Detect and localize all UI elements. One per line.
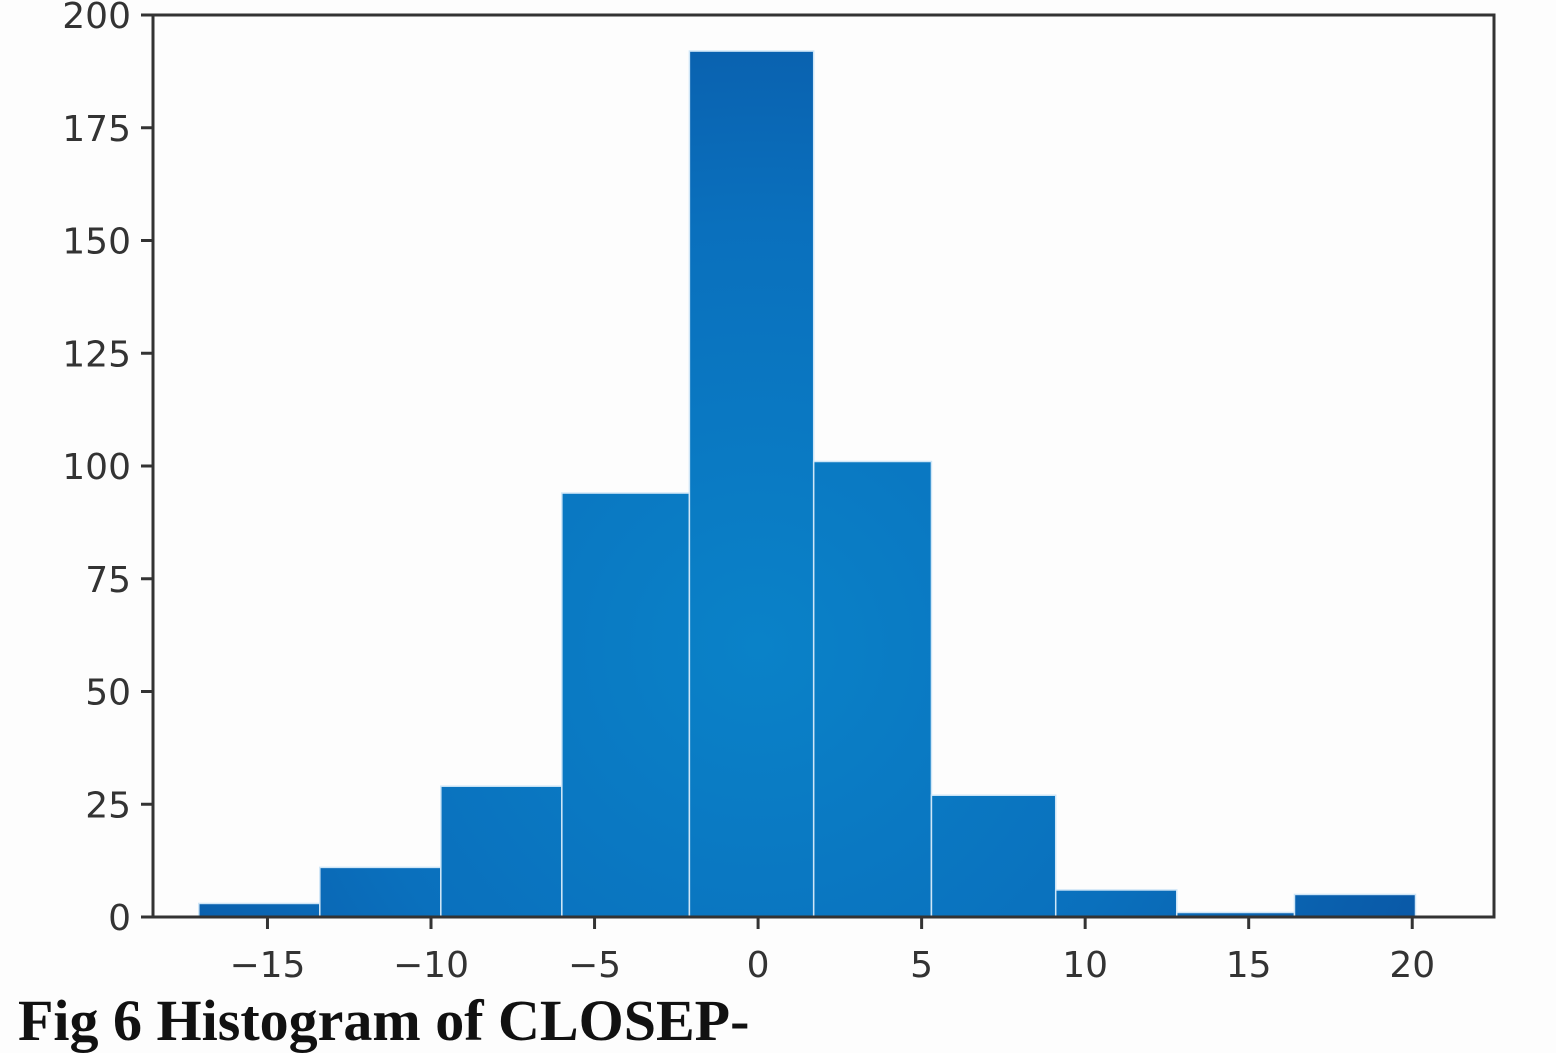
histogram-bar — [688, 50, 815, 918]
histogram-bar — [319, 866, 442, 918]
x-tick-label: −15 — [229, 945, 305, 986]
x-tick-label: −5 — [568, 945, 621, 986]
histogram-bars — [198, 50, 1417, 918]
x-tick-label: 10 — [1062, 945, 1108, 986]
y-axis-ticks: 0 25 50 75 100 125 150 175 200 — [62, 0, 153, 939]
histogram-bar — [1054, 889, 1178, 918]
histogram-bar — [440, 785, 563, 918]
figure-caption: Fig 6 Histogram of CLOSEP- — [18, 988, 750, 1053]
histogram-bar — [198, 902, 321, 918]
y-tick-label: 100 — [62, 447, 131, 488]
y-tick-label: 175 — [62, 109, 131, 150]
histogram-bar — [930, 794, 1057, 918]
y-tick-label: 25 — [85, 785, 131, 826]
plot-frame — [151, 13, 1496, 919]
y-tick-label: 150 — [62, 222, 131, 263]
x-tick-label: −10 — [393, 945, 469, 986]
y-tick-label: 200 — [62, 0, 131, 37]
histogram-bar — [561, 492, 691, 918]
histogram-bar — [1293, 893, 1417, 918]
x-axis-ticks: −15 −10 −5 0 5 10 15 20 — [229, 917, 1435, 986]
histogram-chart: 0 25 50 75 100 125 150 175 200 −15 −10 −5 0 5 10 15 20 — [62, 0, 1496, 986]
y-tick-label: 50 — [85, 673, 131, 714]
x-tick-label: 15 — [1226, 945, 1272, 986]
x-tick-label: 20 — [1389, 945, 1435, 986]
x-tick-label: 5 — [910, 945, 933, 986]
y-tick-label: 125 — [62, 334, 131, 375]
y-tick-label: 75 — [85, 560, 131, 601]
x-tick-label: 0 — [747, 945, 770, 986]
histogram-bar — [812, 460, 933, 918]
y-tick-label: 0 — [108, 898, 131, 939]
